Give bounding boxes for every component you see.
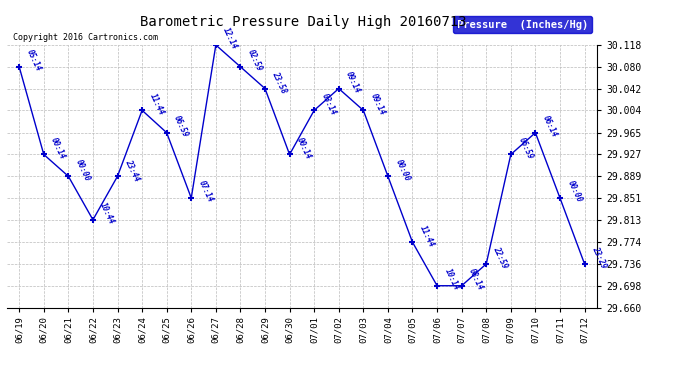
Text: 00:14: 00:14 xyxy=(49,136,67,160)
Text: 23:58: 23:58 xyxy=(270,70,288,95)
Text: 05:14: 05:14 xyxy=(25,48,43,73)
Text: 06:59: 06:59 xyxy=(172,114,190,139)
Text: 09:14: 09:14 xyxy=(369,92,387,117)
Text: 00:00: 00:00 xyxy=(74,158,92,182)
Text: 06:59: 06:59 xyxy=(516,136,534,160)
Text: 23:29: 23:29 xyxy=(590,245,608,270)
Text: 00:14: 00:14 xyxy=(295,136,313,160)
Text: 23:44: 23:44 xyxy=(123,158,141,182)
Text: 00:00: 00:00 xyxy=(393,158,411,182)
Text: 06:14: 06:14 xyxy=(541,114,559,139)
Text: 22:59: 22:59 xyxy=(492,245,510,270)
Text: 10:14: 10:14 xyxy=(442,267,460,292)
Text: 10:44: 10:44 xyxy=(99,201,117,226)
Text: 08:14: 08:14 xyxy=(467,267,485,292)
Text: 02:59: 02:59 xyxy=(246,48,264,73)
Text: Copyright 2016 Cartronics.com: Copyright 2016 Cartronics.com xyxy=(13,33,158,42)
Text: 09:14: 09:14 xyxy=(344,70,362,95)
Text: 03:14: 03:14 xyxy=(319,92,337,117)
Text: 07:14: 07:14 xyxy=(197,179,215,204)
Legend: Pressure  (Inches/Hg): Pressure (Inches/Hg) xyxy=(453,16,591,33)
Text: 12:14: 12:14 xyxy=(221,26,239,51)
Text: Barometric Pressure Daily High 20160713: Barometric Pressure Daily High 20160713 xyxy=(140,15,467,29)
Text: 11:44: 11:44 xyxy=(418,224,436,248)
Text: 00:00: 00:00 xyxy=(566,179,584,204)
Text: 11:44: 11:44 xyxy=(148,92,166,117)
